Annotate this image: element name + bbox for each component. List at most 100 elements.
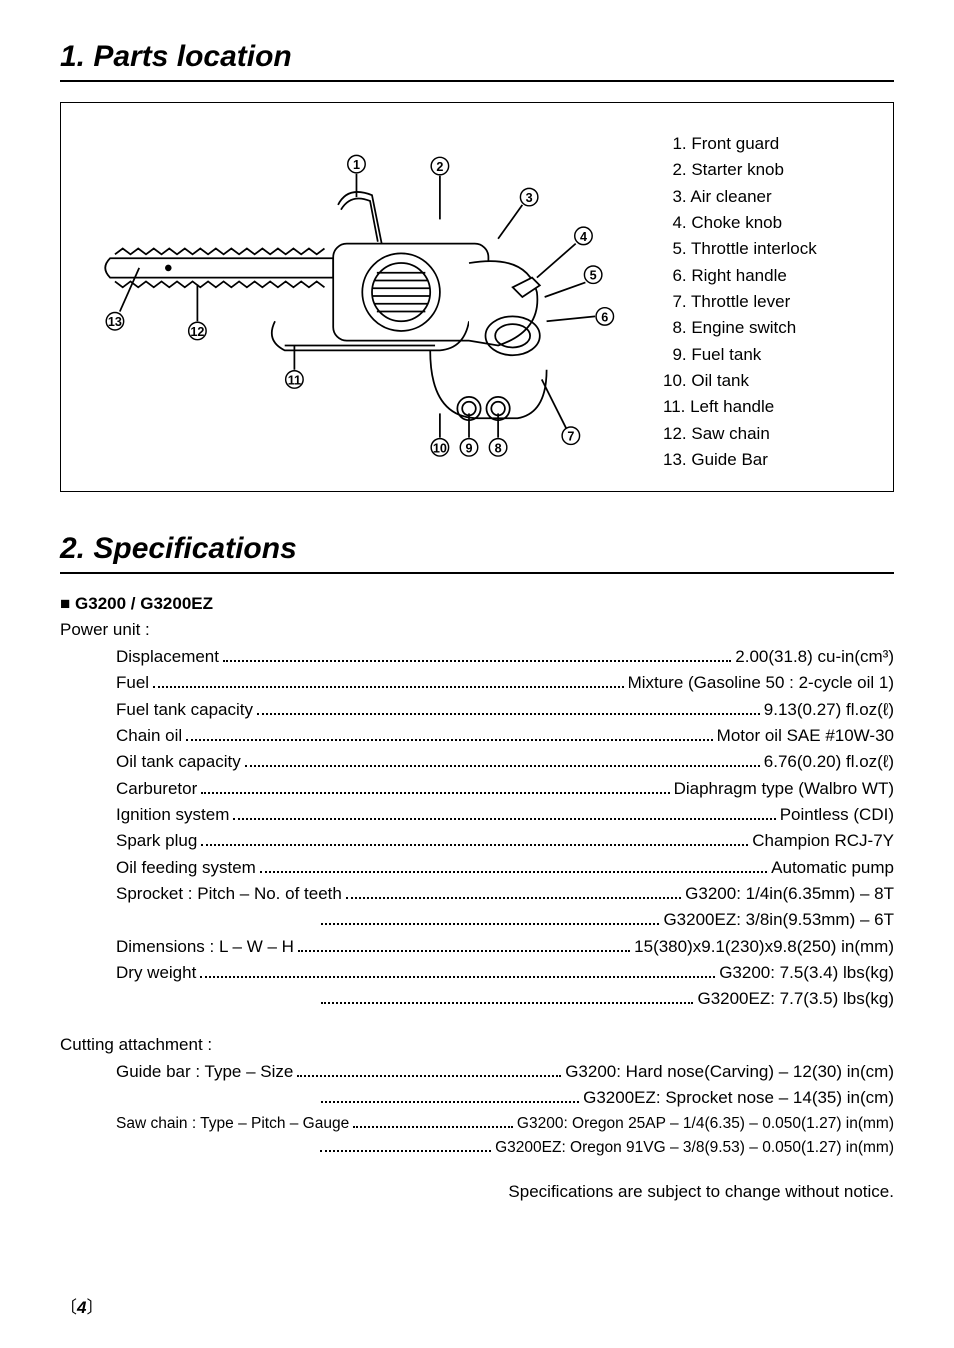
spec-label: Spark plug — [116, 828, 197, 854]
spec-value: Pointless (CDI) — [780, 802, 894, 828]
spec-row: G3200EZ: Oregon 91VG – 3/8(9.53) – 0.050… — [116, 1136, 894, 1160]
spec-value: G3200EZ: Oregon 91VG – 3/8(9.53) – 0.050… — [495, 1136, 894, 1160]
spec-value: Automatic pump — [771, 855, 894, 881]
spec-leader-dots — [298, 936, 630, 951]
spec-value: 9.13(0.27) fl.oz(ℓ) — [764, 697, 894, 723]
spec-label: Fuel tank capacity — [116, 697, 253, 723]
spec-leader-dots — [353, 1114, 513, 1128]
parts-list-item: 6. Right handle — [663, 263, 873, 289]
change-notice: Specifications are subject to change wit… — [60, 1182, 894, 1202]
parts-list-item: 4. Choke knob — [663, 210, 873, 236]
callout-number: 8 — [495, 441, 502, 455]
parts-list-item: 3. Air cleaner — [663, 184, 873, 210]
power-unit-header: Power unit : — [60, 620, 894, 640]
parts-list-item: 9. Fuel tank — [663, 342, 873, 368]
spec-label: Dry weight — [116, 960, 196, 986]
spec-row: Displacement 2.00(31.8) cu-in(cm³) — [116, 644, 894, 670]
spec-row: G3200EZ: 7.7(3.5) lbs(kg) — [116, 986, 894, 1012]
callout-number: 3 — [526, 191, 533, 205]
spec-value: G3200: Oregon 25AP – 1/4(6.35) – 0.050(1… — [517, 1112, 894, 1136]
callout-number: 1 — [353, 158, 360, 172]
spec-leader-dots — [257, 699, 760, 714]
spec-leader-dots — [346, 884, 681, 899]
parts-list-item: 13. Guide Bar — [663, 447, 873, 473]
parts-list-item: 5. Throttle interlock — [663, 236, 873, 262]
spec-leader-dots — [320, 1138, 491, 1152]
spec-value: G3200: 7.5(3.4) lbs(kg) — [719, 960, 894, 986]
parts-figure-box: 12345678910111213 1. Front guard 2. Star… — [60, 102, 894, 492]
spec-label: Oil feeding system — [116, 855, 256, 881]
model-header: ■ G3200 / G3200EZ — [60, 594, 894, 614]
section-2-title: 2. Specifications — [60, 532, 894, 574]
spec-label: Ignition system — [116, 802, 229, 828]
callout-number: 10 — [433, 441, 447, 455]
spec-value: G3200: 1/4in(6.35mm) – 8T — [685, 881, 894, 907]
callout-number: 4 — [580, 230, 587, 244]
spec-row: Sprocket : Pitch – No. of teeth G3200: 1/… — [116, 881, 894, 907]
parts-list-item: 12. Saw chain — [663, 421, 873, 447]
callout-number: 11 — [288, 373, 301, 387]
spec-leader-dots — [200, 963, 715, 978]
spec-label: Saw chain : Type – Pitch – Gauge — [116, 1112, 349, 1136]
spec-row: Fuel tank capacity 9.13(0.27) fl.oz(ℓ) — [116, 697, 894, 723]
spec-leader-dots — [260, 857, 767, 872]
spec-row: Spark plugChampion RCJ-7Y — [116, 828, 894, 854]
spec-leader-dots — [233, 805, 775, 820]
callout-number: 13 — [108, 315, 122, 329]
power-unit-specs: Displacement 2.00(31.8) cu-in(cm³) Fuel Mix… — [60, 644, 894, 1013]
parts-list-item: 2. Starter knob — [663, 157, 873, 183]
callout-number: 7 — [567, 430, 574, 444]
spec-row: G3200EZ: Sprocket nose – 14(35) in(cm) — [116, 1085, 894, 1111]
spec-label — [116, 1136, 120, 1160]
chainsaw-diagram: 12345678910111213 — [81, 123, 663, 471]
spec-value: Diaphragm type (Walbro WT) — [674, 776, 894, 802]
page-number: 〔4〕 — [60, 1293, 103, 1318]
parts-list-item: 11. Left handle — [663, 394, 873, 420]
spec-leader-dots — [201, 831, 748, 846]
callout-number: 6 — [601, 310, 608, 324]
model-name: G3200 / G3200EZ — [75, 594, 213, 613]
spec-row: Chain oilMotor oil SAE #10W-30 — [116, 723, 894, 749]
spec-label: Fuel — [116, 670, 149, 696]
spec-leader-dots — [321, 1088, 579, 1103]
spec-leader-dots — [201, 778, 669, 793]
spec-label — [116, 1085, 121, 1111]
spec-label — [116, 907, 121, 933]
callout-number: 5 — [590, 269, 597, 283]
spec-row: Oil tank capacity 6.76(0.20) fl.oz(ℓ) — [116, 749, 894, 775]
spec-row: Dry weight G3200: 7.5(3.4) lbs(kg) — [116, 960, 894, 986]
spec-row: CarburetorDiaphragm type (Walbro WT) — [116, 776, 894, 802]
spec-value: G3200EZ: Sprocket nose – 14(35) in(cm) — [583, 1085, 894, 1111]
callout-number: 2 — [436, 160, 443, 174]
spec-label: Oil tank capacity — [116, 749, 241, 775]
spec-value: G3200: Hard nose(Carving) – 12(30) in(cm… — [565, 1059, 894, 1085]
spec-row: Fuel Mixture (Gasoline 50 : 2-cycle oil 1… — [116, 670, 894, 696]
spec-value: G3200EZ: 3/8in(9.53mm) – 6T — [663, 907, 894, 933]
spec-value: 6.76(0.20) fl.oz(ℓ) — [764, 749, 894, 775]
spec-value: G3200EZ: 7.7(3.5) lbs(kg) — [697, 986, 894, 1012]
cutting-specs: Guide bar : Type – Size G3200: Hard nose(… — [60, 1059, 894, 1160]
cutting-header: Cutting attachment : — [60, 1035, 894, 1055]
spec-label — [116, 986, 121, 1012]
parts-list-item: 8. Engine switch — [663, 315, 873, 341]
square-bullet-icon: ■ — [60, 594, 70, 614]
spec-value: 2.00(31.8) cu-in(cm³) — [735, 644, 894, 670]
spec-leader-dots — [297, 1062, 561, 1077]
spec-value: 15(380)x9.1(230)x9.8(250) in(mm) — [634, 934, 894, 960]
parts-list-item: 1. Front guard — [663, 131, 873, 157]
spec-label: Guide bar : Type – Size — [116, 1059, 293, 1085]
spec-value: Mixture (Gasoline 50 : 2-cycle oil 1) — [628, 670, 894, 696]
callout-number: 12 — [190, 325, 204, 339]
spec-row: Guide bar : Type – Size G3200: Hard nose(… — [116, 1059, 894, 1085]
callout-number: 9 — [465, 441, 472, 455]
spec-label: Displacement — [116, 644, 219, 670]
parts-list-item: 10. Oil tank — [663, 368, 873, 394]
parts-list: 1. Front guard 2. Starter knob 3. Air cl… — [663, 123, 873, 473]
spec-row: Oil feeding system Automatic pump — [116, 855, 894, 881]
spec-leader-dots — [321, 989, 694, 1004]
section-1-title: 1. Parts location — [60, 40, 894, 82]
spec-leader-dots — [245, 752, 760, 767]
spec-row: Ignition system Pointless (CDI) — [116, 802, 894, 828]
spec-label: Sprocket : Pitch – No. of teeth — [116, 881, 342, 907]
spec-leader-dots — [223, 647, 731, 662]
